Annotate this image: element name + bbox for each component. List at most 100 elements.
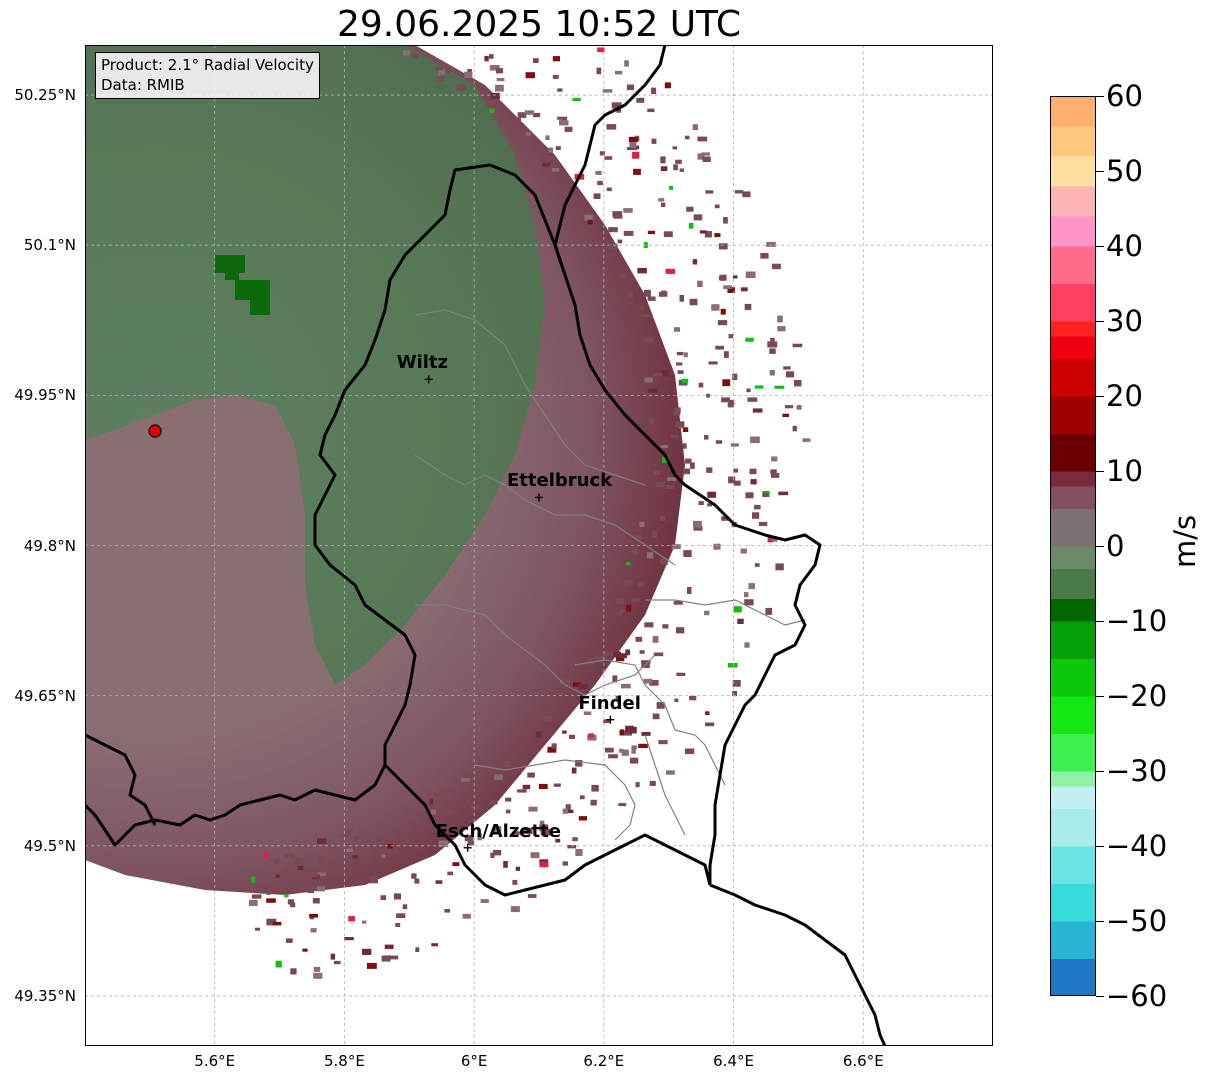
velocity-speckle <box>290 902 296 908</box>
velocity-speckle <box>750 436 760 444</box>
colorbar-tick-label: −60 <box>1106 979 1168 1013</box>
velocity-speckle <box>251 876 256 883</box>
velocity-speckle <box>626 604 632 612</box>
colorbar-band <box>1050 246 1096 284</box>
colorbar-tick <box>1096 771 1104 772</box>
velocity-speckle <box>313 972 323 979</box>
info-data-source: Data: RMIB <box>101 76 185 94</box>
velocity-speckle <box>547 746 557 753</box>
velocity-speckle <box>344 937 354 941</box>
velocity-speckle <box>660 370 670 377</box>
velocity-speckle <box>562 679 569 686</box>
velocity-speckle <box>616 108 621 113</box>
velocity-speckle <box>689 695 697 701</box>
velocity-speckle <box>552 74 559 79</box>
velocity-speckle <box>594 655 605 662</box>
velocity-speckle <box>656 702 665 709</box>
map-border <box>85 45 993 1046</box>
colorbar-tick <box>1096 246 1104 247</box>
velocity-speckle <box>302 948 308 952</box>
velocity-speckle <box>493 850 502 856</box>
velocity-speckle <box>649 419 655 424</box>
velocity-speckle <box>429 798 434 805</box>
colorbar-band <box>1050 808 1096 847</box>
velocity-speckle <box>693 520 702 528</box>
velocity-speckle <box>496 68 504 74</box>
velocity-speckle <box>448 807 454 814</box>
velocity-speckle <box>597 180 603 186</box>
velocity-speckle <box>639 306 645 310</box>
velocity-speckle <box>348 916 355 922</box>
velocity-speckle <box>572 837 578 842</box>
velocity-speckle <box>434 793 444 798</box>
velocity-speckle <box>665 485 675 489</box>
velocity-speckle <box>490 92 500 99</box>
velocity-speckle <box>587 734 597 741</box>
velocity-speckle <box>566 193 577 199</box>
velocity-speckle <box>723 351 729 358</box>
velocity-speckle <box>721 516 729 521</box>
velocity-speckle <box>369 876 378 884</box>
velocity-speckle <box>802 438 811 442</box>
velocity-speckle <box>685 135 690 140</box>
velocity-speckle <box>740 287 748 292</box>
velocity-speckle <box>676 627 685 634</box>
velocity-speckle <box>545 135 550 141</box>
velocity-speckle <box>435 66 443 71</box>
velocity-speckle <box>667 477 677 481</box>
velocity-speckle <box>514 128 520 132</box>
velocity-speckle <box>393 893 401 900</box>
colorbar-tick-label: 60 <box>1106 79 1143 113</box>
colorbar-band <box>1050 733 1096 772</box>
velocity-speckle <box>612 211 622 217</box>
velocity-speckle <box>495 84 504 92</box>
velocity-speckle <box>489 108 495 113</box>
colorbar-tick <box>1096 321 1104 322</box>
velocity-speckle <box>647 108 655 113</box>
velocity-speckle <box>637 581 644 588</box>
velocity-speckle <box>489 65 500 71</box>
velocity-speckle <box>626 562 631 566</box>
velocity-speckle <box>688 223 694 229</box>
velocity-speckle <box>628 291 633 299</box>
velocity-speckle <box>635 636 643 642</box>
velocity-speckle <box>737 618 744 624</box>
velocity-speckle <box>345 828 354 833</box>
colorbar-tick-label: 20 <box>1106 379 1143 413</box>
velocity-speckle <box>512 879 518 885</box>
velocity-speckle <box>770 473 780 478</box>
velocity-speckle <box>590 799 597 806</box>
velocity-speckle <box>721 397 730 403</box>
velocity-speckle <box>553 783 561 787</box>
velocity-speckle <box>464 71 473 79</box>
velocity-speckle <box>615 612 622 616</box>
velocity-speckle <box>699 230 707 234</box>
velocity-speckle <box>381 854 386 859</box>
velocity-speckle <box>248 899 258 906</box>
velocity-speckle <box>604 156 613 160</box>
border-de-south <box>709 883 887 1046</box>
velocity-speckle <box>616 597 624 604</box>
lon-tick-label: 6.4°E <box>713 1052 754 1070</box>
velocity-speckle <box>383 849 391 853</box>
velocity-speckle <box>631 745 637 750</box>
velocity-speckle <box>632 151 640 159</box>
velocity-speckle <box>727 663 738 668</box>
velocity-speckle <box>752 512 760 519</box>
velocity-speckle <box>470 804 480 809</box>
velocity-speckle <box>540 829 551 836</box>
velocity-speckle <box>444 909 451 913</box>
velocity-speckle <box>794 380 802 387</box>
velocity-speckle <box>638 743 648 748</box>
velocity-speckle <box>698 501 704 506</box>
velocity-speckle <box>475 781 482 787</box>
colorbar-band <box>1050 696 1096 734</box>
velocity-speckle <box>647 230 655 235</box>
velocity-speckle <box>706 393 711 398</box>
colorbar-tick-label: −40 <box>1106 829 1168 863</box>
velocity-speckle <box>635 534 642 540</box>
colorbar-band <box>1050 621 1096 659</box>
velocity-speckle <box>669 185 674 190</box>
velocity-speckle <box>539 820 545 826</box>
velocity-speckle <box>619 729 625 736</box>
